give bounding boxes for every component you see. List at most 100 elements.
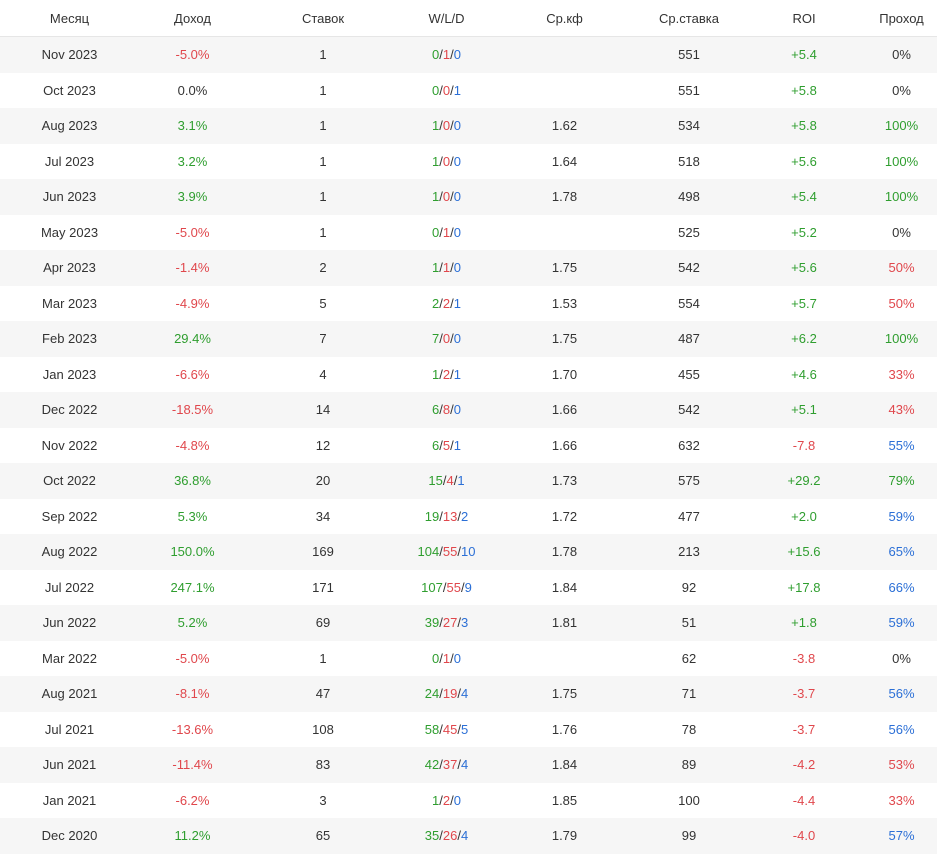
- table-row[interactable]: Aug 2021 -8.1% 47 24/19/4 1.75 71 -3.7 56%: [0, 676, 937, 712]
- cell-roi: +5.1: [742, 392, 866, 428]
- col-header-roi[interactable]: ROI: [742, 0, 866, 37]
- cell-month: Jul 2021: [0, 711, 139, 747]
- draws-count: 1: [453, 437, 461, 453]
- cell-avg-stake: 498: [636, 179, 742, 215]
- table-row[interactable]: Aug 2023 3.1% 1 1/0/0 1.62 534 +5.8 100%: [0, 108, 937, 144]
- cell-month: Nov 2022: [0, 427, 139, 463]
- table-row[interactable]: Jul 2021 -13.6% 108 58/45/5 1.76 78 -3.7 56%: [0, 711, 937, 747]
- wld-separator: /: [442, 579, 447, 595]
- col-header-bets[interactable]: Ставок: [246, 0, 400, 37]
- losses-count: 0: [442, 82, 451, 98]
- table-row[interactable]: Jan 2023 -6.6% 4 1/2/1 1.70 455 +4.6 33%: [0, 356, 937, 392]
- cell-avg-odds: 1.84: [493, 747, 636, 783]
- col-header-pass[interactable]: Проход: [866, 0, 937, 37]
- cell-avg-odds: 1.76: [493, 711, 636, 747]
- table-row[interactable]: Jul 2023 3.2% 1 1/0/0 1.64 518 +5.6 100%: [0, 143, 937, 179]
- cell-bets: 1: [246, 640, 400, 676]
- table-row[interactable]: May 2023 -5.0% 1 0/1/0 525 +5.2 0%: [0, 214, 937, 250]
- cell-wld: 24/19/4: [400, 676, 493, 712]
- table-row[interactable]: Oct 2022 36.8% 20 15/4/1 1.73 575 +29.2 79%: [0, 463, 937, 499]
- table-row[interactable]: Jul 2022 247.1% 171 107/55/9 1.84 92 +17.8 66%: [0, 569, 937, 605]
- table-row[interactable]: Aug 2022 150.0% 169 104/55/10 1.78 213 +15.6 65…: [0, 534, 937, 570]
- cell-pass: 100%: [866, 321, 937, 357]
- col-header-income[interactable]: Доход: [139, 0, 246, 37]
- table-row[interactable]: Mar 2022 -5.0% 1 0/1/0 62 -3.8 0%: [0, 640, 937, 676]
- table-row[interactable]: Dec 2020 11.2% 65 35/26/4 1.79 99 -4.0 57%: [0, 818, 937, 854]
- wld-separator: /: [439, 437, 443, 453]
- cell-wld: 0/1/0: [400, 36, 493, 73]
- cell-avg-stake: 632: [636, 427, 742, 463]
- cell-bets: 65: [246, 818, 400, 854]
- wld-separator: /: [450, 437, 454, 453]
- cell-avg-stake: 213: [636, 534, 742, 570]
- draws-count: 9: [464, 579, 472, 595]
- losses-count: 2: [442, 295, 451, 311]
- wins-count: 1: [432, 153, 440, 169]
- cell-avg-odds: 1.81: [493, 605, 636, 641]
- cell-roi: +5.4: [742, 36, 866, 73]
- cell-bets: 1: [246, 36, 400, 73]
- table-row[interactable]: Nov 2022 -4.8% 12 6/5/1 1.66 632 -7.8 55%: [0, 427, 937, 463]
- cell-bets: 1: [246, 214, 400, 250]
- cell-avg-stake: 100: [636, 782, 742, 818]
- cell-wld: 35/26/4: [400, 818, 493, 854]
- wld-separator: /: [450, 189, 454, 205]
- wins-count: 6: [432, 402, 440, 418]
- wins-count: 19: [424, 508, 440, 524]
- wins-count: 0: [432, 224, 440, 240]
- wld-separator: /: [439, 224, 443, 240]
- cell-pass: 0%: [866, 640, 937, 676]
- losses-count: 0: [442, 118, 451, 134]
- cell-avg-odds: 1.62: [493, 108, 636, 144]
- cell-month: Aug 2022: [0, 534, 139, 570]
- table-row[interactable]: Dec 2022 -18.5% 14 6/8/0 1.66 542 +5.1 43%: [0, 392, 937, 428]
- wld-separator: /: [450, 295, 454, 311]
- cell-avg-stake: 554: [636, 285, 742, 321]
- table-row[interactable]: Apr 2023 -1.4% 2 1/1/0 1.75 542 +5.6 50%: [0, 250, 937, 286]
- table-row[interactable]: Jun 2023 3.9% 1 1/0/0 1.78 498 +5.4 100%: [0, 179, 937, 215]
- cell-avg-odds: 1.84: [493, 569, 636, 605]
- wld-separator: /: [450, 402, 454, 418]
- cell-pass: 59%: [866, 498, 937, 534]
- cell-pass: 100%: [866, 143, 937, 179]
- cell-avg-odds: 1.53: [493, 285, 636, 321]
- cell-avg-odds: 1.64: [493, 143, 636, 179]
- losses-count: 2: [442, 366, 451, 382]
- cell-wld: 0/1/0: [400, 640, 493, 676]
- table-row[interactable]: Feb 2023 29.4% 7 7/0/0 1.75 487 +6.2 100%: [0, 321, 937, 357]
- wld-separator: /: [439, 331, 443, 347]
- col-header-month[interactable]: Месяц: [0, 0, 139, 37]
- cell-avg-stake: 455: [636, 356, 742, 392]
- losses-count: 5: [442, 437, 451, 453]
- table-row[interactable]: Jun 2021 -11.4% 83 42/37/4 1.84 89 -4.2 53%: [0, 747, 937, 783]
- table-row[interactable]: Mar 2023 -4.9% 5 2/2/1 1.53 554 +5.7 50%: [0, 285, 937, 321]
- losses-count: 55: [446, 579, 461, 595]
- col-header-avg-stake[interactable]: Ср.ставка: [636, 0, 742, 37]
- cell-roi: +5.7: [742, 285, 866, 321]
- cell-avg-stake: 551: [636, 72, 742, 108]
- cell-income: 3.2%: [139, 143, 246, 179]
- wins-count: 6: [432, 437, 440, 453]
- cell-roi: -3.8: [742, 640, 866, 676]
- cell-income: -5.0%: [139, 36, 246, 73]
- cell-wld: 42/37/4: [400, 747, 493, 783]
- draws-count: 0: [453, 47, 461, 63]
- table-row[interactable]: Jun 2022 5.2% 69 39/27/3 1.81 51 +1.8 59%: [0, 605, 937, 641]
- table-row[interactable]: Nov 2023 -5.0% 1 0/1/0 551 +5.4 0%: [0, 36, 937, 73]
- cell-wld: 1/2/1: [400, 356, 493, 392]
- cell-income: 247.1%: [139, 569, 246, 605]
- cell-avg-odds: 1.75: [493, 676, 636, 712]
- wld-separator: /: [439, 508, 443, 524]
- table-row[interactable]: Sep 2022 5.3% 34 19/13/2 1.72 477 +2.0 59%: [0, 498, 937, 534]
- table-row[interactable]: Jan 2021 -6.2% 3 1/2/0 1.85 100 -4.4 33%: [0, 782, 937, 818]
- cell-month: May 2023: [0, 214, 139, 250]
- wld-separator: /: [450, 366, 454, 382]
- wins-count: 7: [432, 331, 440, 347]
- table-row[interactable]: Oct 2023 0.0% 1 0/0/1 551 +5.8 0%: [0, 72, 937, 108]
- col-header-wld[interactable]: W/L/D: [400, 0, 493, 37]
- cell-bets: 69: [246, 605, 400, 641]
- draws-count: 1: [453, 366, 461, 382]
- col-header-avg-odds[interactable]: Ср.кф: [493, 0, 636, 37]
- cell-month: Oct 2022: [0, 463, 139, 499]
- wins-count: 1: [432, 189, 440, 205]
